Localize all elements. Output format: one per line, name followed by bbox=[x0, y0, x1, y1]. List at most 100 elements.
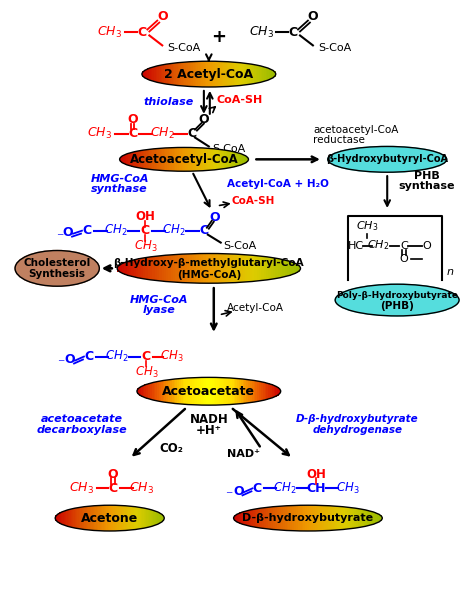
FancyBboxPatch shape bbox=[334, 506, 337, 530]
FancyBboxPatch shape bbox=[350, 508, 354, 529]
FancyBboxPatch shape bbox=[250, 380, 253, 402]
FancyBboxPatch shape bbox=[146, 69, 148, 79]
Text: NAD⁺: NAD⁺ bbox=[227, 448, 260, 459]
FancyBboxPatch shape bbox=[230, 62, 233, 86]
FancyBboxPatch shape bbox=[142, 71, 145, 77]
FancyBboxPatch shape bbox=[155, 148, 159, 170]
FancyBboxPatch shape bbox=[175, 254, 180, 282]
Text: PHB: PHB bbox=[414, 171, 440, 181]
Text: S-CoA: S-CoA bbox=[224, 241, 257, 251]
FancyBboxPatch shape bbox=[172, 379, 175, 403]
FancyBboxPatch shape bbox=[199, 254, 203, 283]
FancyBboxPatch shape bbox=[247, 63, 250, 84]
FancyBboxPatch shape bbox=[219, 62, 221, 87]
FancyBboxPatch shape bbox=[175, 379, 179, 403]
FancyBboxPatch shape bbox=[235, 62, 238, 86]
FancyBboxPatch shape bbox=[212, 254, 217, 283]
Text: $CH_3$: $CH_3$ bbox=[134, 239, 157, 254]
FancyBboxPatch shape bbox=[223, 150, 226, 169]
Text: O: O bbox=[157, 10, 167, 23]
FancyBboxPatch shape bbox=[141, 508, 143, 529]
Ellipse shape bbox=[15, 251, 100, 286]
FancyBboxPatch shape bbox=[171, 254, 175, 282]
FancyBboxPatch shape bbox=[260, 508, 264, 528]
Text: C: C bbox=[141, 224, 150, 237]
FancyBboxPatch shape bbox=[339, 506, 343, 530]
FancyBboxPatch shape bbox=[263, 383, 266, 400]
FancyBboxPatch shape bbox=[199, 378, 202, 405]
FancyBboxPatch shape bbox=[255, 256, 258, 281]
FancyBboxPatch shape bbox=[154, 382, 157, 400]
Text: $CH_2$: $CH_2$ bbox=[367, 238, 390, 253]
Text: CO₂: CO₂ bbox=[159, 442, 183, 455]
FancyBboxPatch shape bbox=[241, 379, 244, 403]
Text: O: O bbox=[199, 113, 209, 126]
FancyBboxPatch shape bbox=[80, 507, 82, 529]
FancyBboxPatch shape bbox=[284, 261, 289, 276]
FancyBboxPatch shape bbox=[87, 506, 90, 530]
FancyBboxPatch shape bbox=[298, 505, 301, 531]
FancyBboxPatch shape bbox=[123, 506, 126, 530]
FancyBboxPatch shape bbox=[137, 507, 139, 529]
FancyBboxPatch shape bbox=[167, 63, 171, 84]
FancyBboxPatch shape bbox=[142, 508, 145, 528]
FancyBboxPatch shape bbox=[131, 152, 134, 166]
FancyBboxPatch shape bbox=[105, 505, 108, 531]
FancyBboxPatch shape bbox=[181, 378, 184, 404]
FancyBboxPatch shape bbox=[164, 380, 168, 402]
Text: O: O bbox=[308, 10, 318, 23]
FancyBboxPatch shape bbox=[296, 265, 300, 272]
FancyBboxPatch shape bbox=[138, 508, 141, 529]
Text: Acetyl-CoA: Acetyl-CoA bbox=[227, 303, 283, 313]
FancyBboxPatch shape bbox=[91, 506, 94, 530]
FancyBboxPatch shape bbox=[159, 513, 161, 523]
FancyBboxPatch shape bbox=[186, 62, 189, 86]
FancyBboxPatch shape bbox=[193, 62, 196, 87]
FancyBboxPatch shape bbox=[261, 382, 264, 400]
FancyBboxPatch shape bbox=[134, 507, 137, 530]
FancyBboxPatch shape bbox=[143, 150, 146, 169]
Text: C: C bbox=[128, 127, 137, 140]
FancyBboxPatch shape bbox=[264, 257, 268, 280]
FancyBboxPatch shape bbox=[182, 147, 185, 171]
FancyBboxPatch shape bbox=[241, 512, 245, 524]
Text: HC: HC bbox=[347, 241, 364, 251]
Text: $CH_3$: $CH_3$ bbox=[87, 126, 112, 141]
FancyBboxPatch shape bbox=[284, 506, 288, 530]
FancyBboxPatch shape bbox=[245, 379, 248, 403]
Text: C: C bbox=[138, 26, 147, 39]
FancyBboxPatch shape bbox=[319, 505, 322, 531]
FancyBboxPatch shape bbox=[343, 507, 346, 529]
Text: β-Hydroxy-β-methylglutaryl-CoA: β-Hydroxy-β-methylglutaryl-CoA bbox=[113, 258, 304, 269]
FancyBboxPatch shape bbox=[245, 255, 249, 282]
FancyBboxPatch shape bbox=[118, 505, 120, 531]
FancyBboxPatch shape bbox=[255, 65, 259, 83]
FancyBboxPatch shape bbox=[210, 254, 214, 283]
FancyBboxPatch shape bbox=[238, 63, 242, 86]
FancyBboxPatch shape bbox=[271, 257, 275, 279]
FancyBboxPatch shape bbox=[180, 147, 183, 171]
Text: ⁻: ⁻ bbox=[57, 357, 64, 371]
FancyBboxPatch shape bbox=[187, 147, 190, 171]
FancyBboxPatch shape bbox=[148, 383, 151, 399]
FancyBboxPatch shape bbox=[279, 506, 283, 530]
FancyBboxPatch shape bbox=[229, 151, 232, 168]
FancyBboxPatch shape bbox=[257, 65, 260, 83]
FancyBboxPatch shape bbox=[239, 379, 242, 403]
FancyBboxPatch shape bbox=[180, 254, 184, 283]
FancyBboxPatch shape bbox=[185, 254, 189, 283]
FancyBboxPatch shape bbox=[201, 61, 204, 87]
FancyBboxPatch shape bbox=[102, 505, 105, 531]
FancyBboxPatch shape bbox=[237, 379, 240, 404]
FancyBboxPatch shape bbox=[162, 256, 165, 282]
FancyBboxPatch shape bbox=[147, 257, 152, 280]
FancyBboxPatch shape bbox=[215, 62, 218, 87]
FancyBboxPatch shape bbox=[219, 150, 222, 169]
FancyBboxPatch shape bbox=[226, 150, 229, 168]
FancyBboxPatch shape bbox=[289, 262, 293, 275]
FancyBboxPatch shape bbox=[229, 254, 233, 283]
Text: synthase: synthase bbox=[91, 184, 148, 194]
FancyBboxPatch shape bbox=[198, 62, 201, 87]
FancyBboxPatch shape bbox=[191, 254, 196, 283]
FancyBboxPatch shape bbox=[122, 262, 126, 274]
